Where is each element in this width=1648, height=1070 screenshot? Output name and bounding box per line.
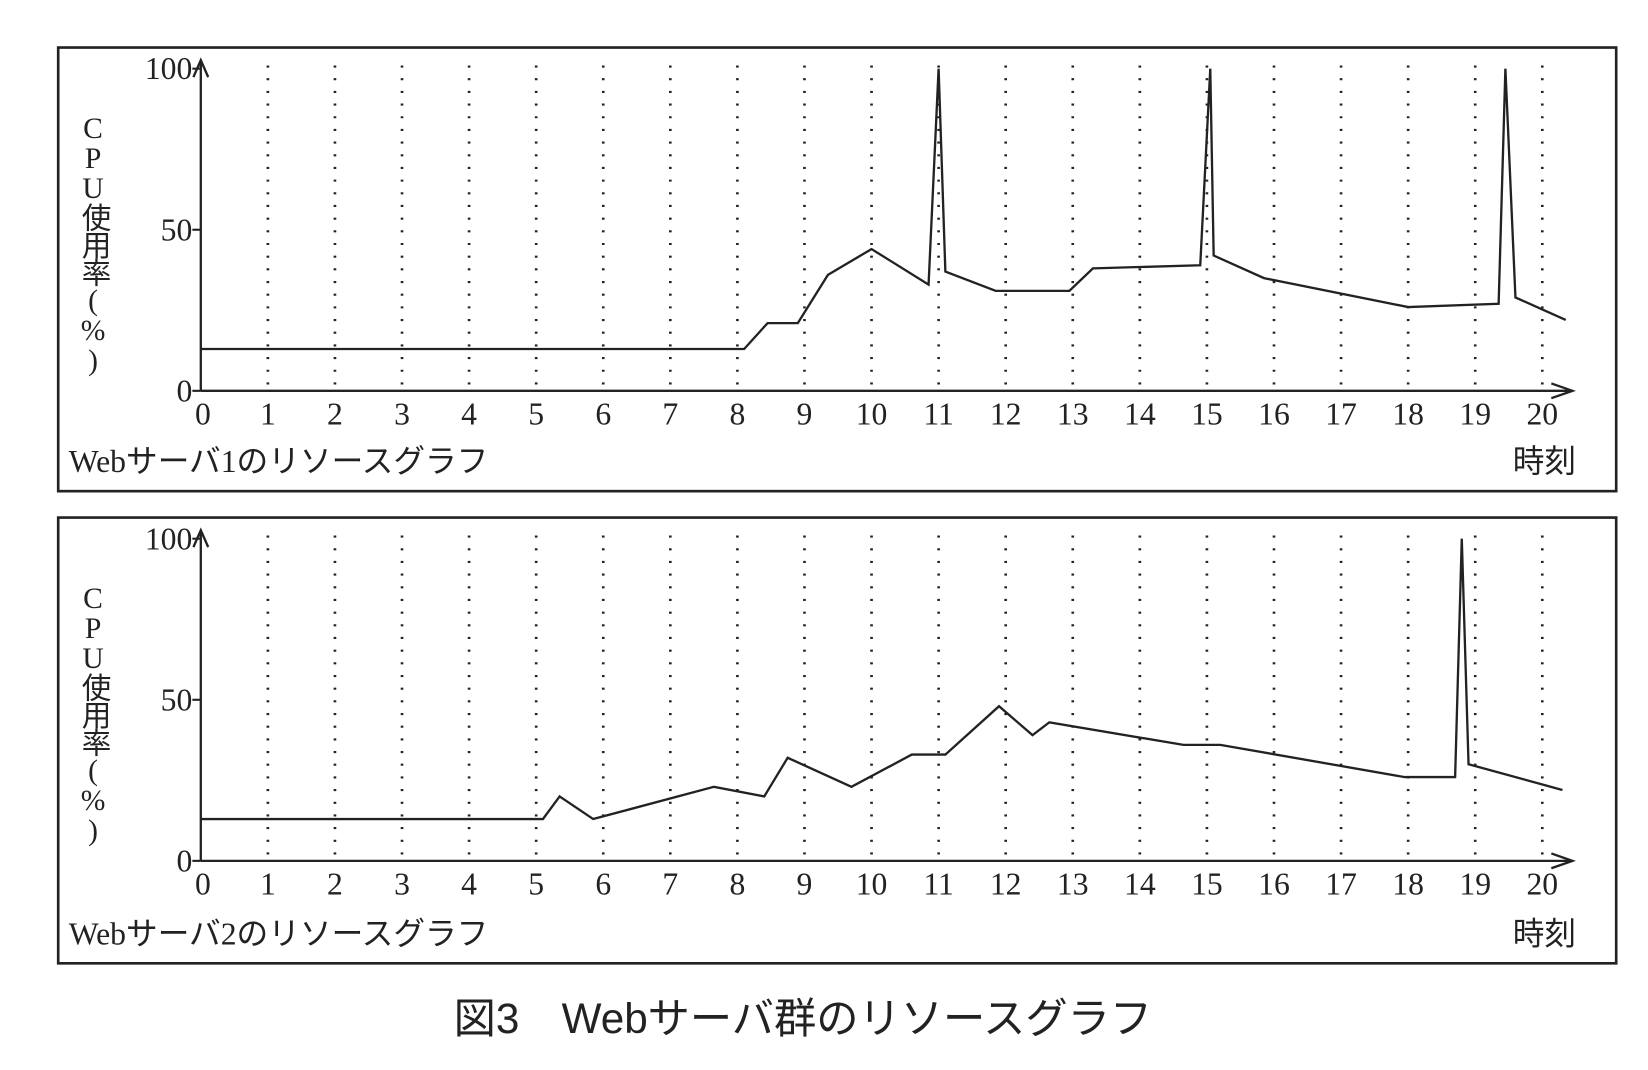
x-tick-label: 14 [1124,397,1156,432]
x-tick-label: 20 [1526,867,1558,902]
y-tick-label: 50 [161,682,193,717]
x-tick-label: 19 [1459,867,1491,902]
x-tick-label: 10 [856,867,888,902]
y-tick-label: 50 [161,212,193,247]
x-axis-label: 時刻 [1513,916,1576,951]
panel-frame [56,516,1618,965]
x-tick-label: 2 [327,397,343,432]
x-tick-label: 16 [1258,397,1290,432]
x-tick-label: 12 [990,867,1022,902]
x-tick-label: 4 [461,867,477,902]
x-axis-arrow [1550,382,1576,400]
x-tick-label: 14 [1124,867,1156,902]
x-axis-arrow [1550,852,1576,870]
y-axis-arrow [192,527,210,548]
chart-title: Webサーバ1のリソースグラフ [69,444,489,479]
y-tick-label: 0 [177,373,193,408]
cpu-line [200,538,1563,821]
y-axis-label: CPU使用率(%) [77,113,111,377]
x-tick-label: 15 [1191,397,1223,432]
x-tick-label: 13 [1057,397,1089,432]
x-tick-label: 10 [856,397,888,432]
x-tick-label: 0 [195,397,211,432]
x-tick-label: 6 [595,867,611,902]
y-tick-label: 0 [177,843,193,878]
x-tick-label: 19 [1459,397,1491,432]
x-tick-label: 4 [461,397,477,432]
x-tick-label: 1 [260,867,276,902]
x-tick-label: 13 [1057,867,1089,902]
panel-frame [56,46,1618,493]
x-tick-label: 18 [1392,397,1424,432]
figure-caption: 図3 Webサーバ群のリソースグラフ [454,995,1153,1042]
y-axis-arrow [192,57,210,78]
x-tick-label: 8 [729,397,745,432]
x-tick-label: 6 [595,397,611,432]
x-tick-label: 16 [1258,867,1290,902]
x-tick-label: 5 [528,867,544,902]
x-tick-label: 11 [923,867,954,902]
x-tick-label: 7 [662,397,678,432]
x-tick-label: 20 [1526,397,1558,432]
x-tick-label: 3 [394,397,410,432]
x-tick-label: 5 [528,397,544,432]
x-tick-label: 12 [990,397,1022,432]
chart-title: Webサーバ2のリソースグラフ [69,916,489,951]
y-tick-label: 100 [145,51,193,86]
x-tick-label: 9 [797,867,813,902]
x-tick-label: 17 [1325,397,1357,432]
x-tick-label: 3 [394,867,410,902]
cpu-line [200,68,1567,351]
x-tick-label: 1 [260,397,276,432]
x-tick-label: 17 [1325,867,1357,902]
x-tick-label: 8 [729,867,745,902]
x-axis-label: 時刻 [1513,444,1576,479]
x-tick-label: 15 [1191,867,1223,902]
x-tick-label: 11 [923,397,954,432]
x-tick-label: 0 [195,867,211,902]
x-tick-label: 2 [327,867,343,902]
y-tick-label: 100 [145,521,193,556]
x-tick-label: 9 [797,397,813,432]
y-axis-label: CPU使用率(%) [77,583,111,847]
x-tick-label: 7 [662,867,678,902]
x-tick-label: 18 [1392,867,1424,902]
